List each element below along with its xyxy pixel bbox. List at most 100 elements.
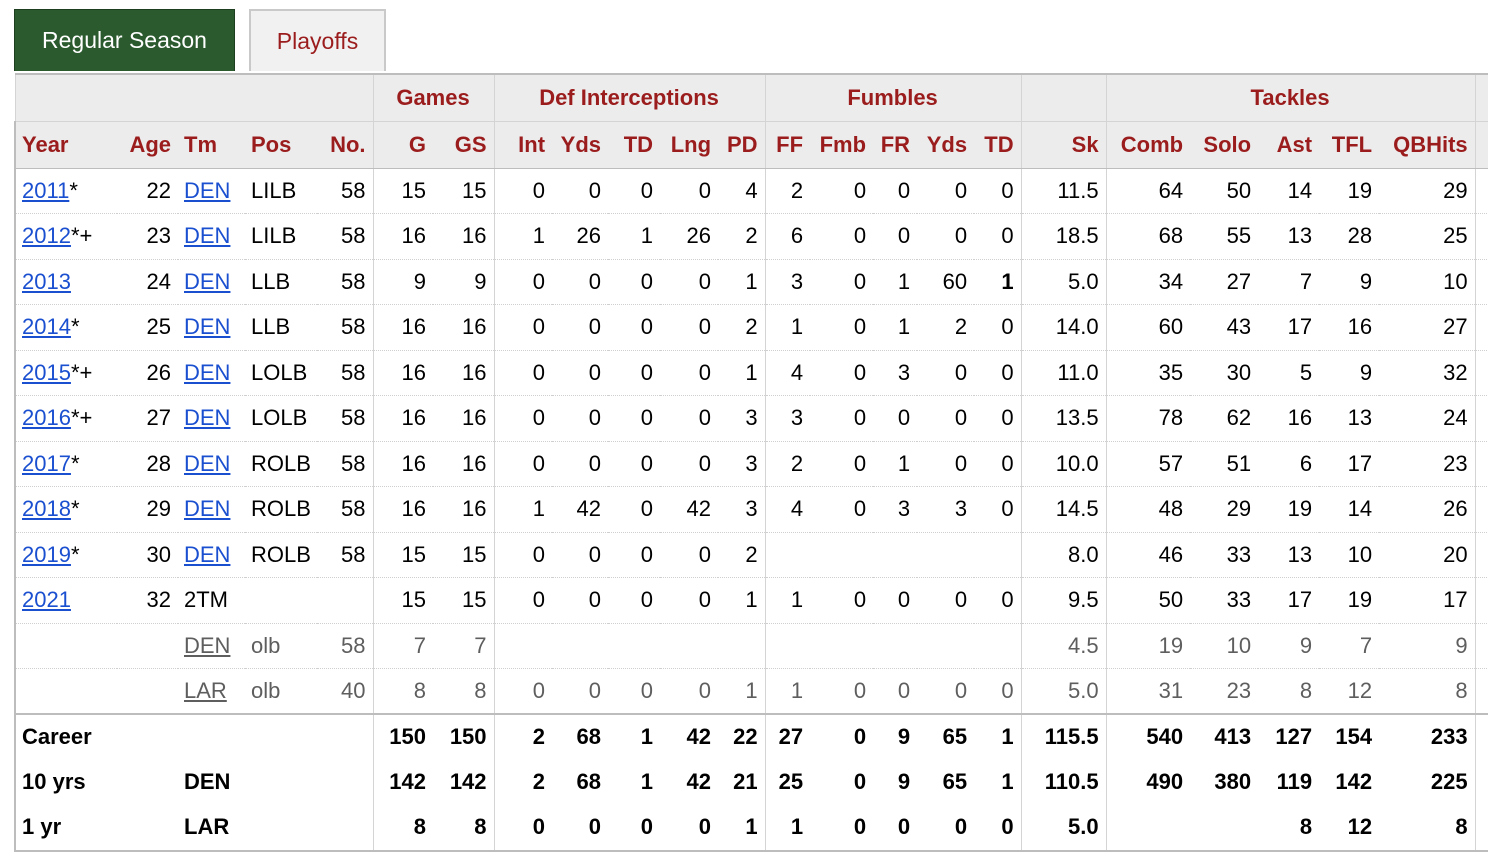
cell-int-td bbox=[608, 623, 661, 669]
cell-age: 30 bbox=[117, 532, 178, 578]
team-link[interactable]: DEN bbox=[184, 314, 231, 340]
col-header-fum-td[interactable]: TD bbox=[974, 120, 1022, 169]
team-link[interactable]: DEN bbox=[184, 405, 231, 431]
team-link[interactable]: DEN bbox=[184, 359, 231, 385]
cell-fmb: 0 bbox=[810, 304, 874, 351]
cell-team bbox=[178, 713, 317, 760]
cell-team: DEN bbox=[178, 395, 245, 442]
cell-int-yds: 0 bbox=[552, 168, 609, 214]
cell-comb: 31 bbox=[1105, 668, 1191, 715]
col-header-solo[interactable]: Solo bbox=[1190, 120, 1259, 169]
cell-tfl: 9 bbox=[1319, 350, 1380, 396]
cell-fum-yds: 2 bbox=[917, 304, 975, 351]
cell-solo: 51 bbox=[1190, 441, 1259, 487]
col-header-pd[interactable]: PD bbox=[718, 120, 766, 169]
cell-fum-yds: 3 bbox=[917, 486, 975, 533]
col-header-year[interactable]: Year bbox=[14, 120, 117, 169]
team-link[interactable]: DEN bbox=[184, 177, 231, 203]
cell-year: 2011* bbox=[14, 168, 117, 214]
cell-edge bbox=[1474, 713, 1488, 760]
col-header-age[interactable]: Age bbox=[117, 120, 178, 169]
cell-ff: 1 bbox=[764, 668, 811, 715]
col-header-no[interactable]: No. bbox=[317, 120, 374, 169]
col-header-fr[interactable]: FR bbox=[873, 120, 918, 169]
cell-int-yds: 26 bbox=[552, 213, 609, 260]
col-header-comb[interactable]: Comb bbox=[1105, 120, 1191, 169]
cell-tfl: 19 bbox=[1319, 577, 1380, 624]
team-link[interactable]: DEN bbox=[184, 496, 231, 522]
col-header-ast[interactable]: Ast bbox=[1258, 120, 1320, 169]
cell-qbhits: 32 bbox=[1379, 350, 1476, 396]
col-header-sk[interactable]: Sk bbox=[1020, 120, 1107, 169]
cell-gs: 8 bbox=[433, 668, 495, 715]
team-link[interactable]: DEN bbox=[184, 541, 231, 567]
team-split-row: DEN olb 58 7 7 4.5 19 10 9 7 9 bbox=[14, 623, 1488, 669]
cell-team: DEN bbox=[178, 486, 245, 533]
year-link[interactable]: 2016 bbox=[22, 405, 71, 431]
group-header-blank bbox=[14, 73, 374, 121]
col-header-gs[interactable]: GS bbox=[433, 120, 495, 169]
year-link[interactable]: 2019 bbox=[22, 541, 71, 567]
cell-ast: 16 bbox=[1258, 395, 1320, 442]
year-link[interactable]: 2011 bbox=[22, 177, 70, 203]
cell-solo: 27 bbox=[1190, 259, 1259, 305]
tab-playoffs[interactable]: Playoffs bbox=[249, 9, 386, 71]
team-link[interactable]: DEN bbox=[184, 268, 231, 294]
cell-age: 27 bbox=[117, 395, 178, 442]
cell-edge bbox=[1474, 395, 1488, 442]
tab-regular-season[interactable]: Regular Season bbox=[14, 9, 235, 71]
col-header-ff[interactable]: FF bbox=[764, 120, 811, 169]
cell-edge bbox=[1474, 623, 1488, 669]
cell-ff: 1 bbox=[764, 577, 811, 624]
season-row: 2016*+ 27 DEN LOLB 58 16 16 0 0 0 0 3 3 0 0 0 0 13.5 78 62 1… bbox=[14, 395, 1488, 442]
col-header-int-yds[interactable]: Yds bbox=[552, 120, 609, 169]
cell-ast: 8 bbox=[1258, 668, 1320, 715]
cell-gs: 15 bbox=[433, 168, 495, 214]
col-header-qbhits[interactable]: QBHits bbox=[1379, 120, 1476, 169]
cell-int: 0 bbox=[493, 532, 553, 578]
cell-int: 2 bbox=[493, 713, 553, 760]
cell-team: DEN bbox=[178, 441, 245, 487]
col-header-fmb[interactable]: Fmb bbox=[810, 120, 874, 169]
cell-lng: 26 bbox=[660, 213, 719, 260]
cell-int-yds: 42 bbox=[552, 486, 609, 533]
cell-gs: 142 bbox=[433, 759, 495, 805]
col-header-lng[interactable]: Lng bbox=[660, 120, 719, 169]
col-header-int[interactable]: Int bbox=[493, 120, 553, 169]
cell-qbhits: 29 bbox=[1379, 168, 1476, 214]
cell-lng: 0 bbox=[660, 441, 719, 487]
cell-fmb: 0 bbox=[810, 759, 874, 805]
team-link[interactable]: LAR bbox=[184, 678, 227, 703]
year-link[interactable]: 2017 bbox=[22, 450, 71, 476]
cell-team: DEN bbox=[178, 168, 245, 214]
year-link[interactable]: 2014 bbox=[22, 314, 71, 340]
cell-solo: 55 bbox=[1190, 213, 1259, 260]
col-header-fum-yds[interactable]: Yds bbox=[917, 120, 975, 169]
cell-g: 16 bbox=[372, 304, 434, 351]
cell-ast: 17 bbox=[1258, 304, 1320, 351]
cell-int-yds: 68 bbox=[552, 759, 609, 805]
cell-year: 2017* bbox=[14, 441, 117, 487]
team-link[interactable]: DEN bbox=[184, 632, 231, 658]
cell-sk: 115.5 bbox=[1020, 713, 1107, 760]
year-link[interactable]: 2021 bbox=[22, 587, 71, 613]
year-link[interactable]: 2012 bbox=[22, 223, 71, 249]
cell-team: DEN bbox=[178, 213, 245, 260]
team-link[interactable]: DEN bbox=[184, 450, 231, 476]
cell-fum-td: 0 bbox=[974, 213, 1022, 260]
award-marker: *+ bbox=[70, 359, 93, 385]
year-link[interactable]: 2015 bbox=[22, 359, 71, 385]
col-header-g[interactable]: G bbox=[372, 120, 434, 169]
cell-fum-yds: 0 bbox=[917, 805, 975, 852]
year-link[interactable]: 2013 bbox=[22, 268, 71, 294]
group-header-row: Games Def Interceptions Fumbles Tackles bbox=[14, 73, 1488, 121]
col-header-tm[interactable]: Tm bbox=[178, 120, 245, 169]
cell-solo: 62 bbox=[1190, 395, 1259, 442]
col-header-tfl[interactable]: TFL bbox=[1319, 120, 1380, 169]
year-link[interactable]: 2018 bbox=[22, 496, 71, 522]
col-header-pos[interactable]: Pos bbox=[245, 120, 317, 169]
cell-pos: olb bbox=[245, 668, 317, 715]
cell-team: DEN bbox=[178, 350, 245, 396]
team-link[interactable]: DEN bbox=[184, 223, 231, 249]
col-header-int-td[interactable]: TD bbox=[608, 120, 661, 169]
